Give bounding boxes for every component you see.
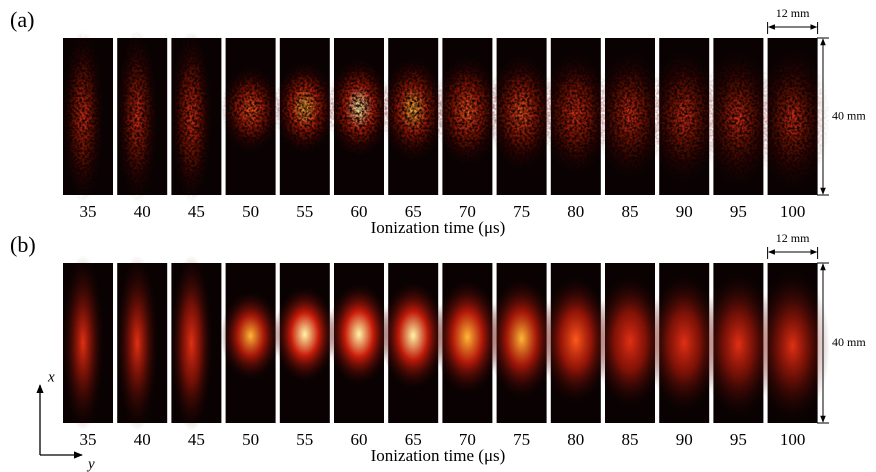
time-label: 60 [351, 430, 368, 449]
time-label: 85 [622, 202, 639, 221]
frame-signal [381, 56, 446, 162]
frame-signal [541, 277, 611, 403]
frame-signal [755, 45, 831, 194]
time-label: 80 [567, 202, 584, 221]
time-label: 45 [188, 430, 205, 449]
frame-signal [487, 53, 556, 171]
panel-label: (b) [10, 232, 36, 257]
panel-label: (a) [10, 7, 34, 32]
frame-signal [594, 50, 666, 180]
frame-signal [327, 58, 391, 158]
time-label: 65 [405, 430, 422, 449]
time-label: 55 [296, 202, 313, 221]
x-axis-label: Ionization time (μs) [371, 218, 506, 237]
frame-signal [274, 61, 336, 155]
time-label: 60 [351, 202, 368, 221]
time-label: 100 [780, 430, 806, 449]
frame-signal [220, 65, 281, 153]
time-label: 85 [622, 430, 639, 449]
frame-signal [701, 47, 776, 189]
scale-height-label: 40 mm [832, 335, 866, 349]
frame-signal [381, 281, 446, 390]
frame-signal [755, 270, 831, 422]
frame-signal [170, 30, 213, 203]
frame-signal [541, 51, 611, 176]
time-label: 40 [134, 202, 151, 221]
time-label: 80 [567, 430, 584, 449]
axis-label: x [47, 369, 55, 385]
axis-label: y [86, 456, 95, 472]
frame-signal [434, 280, 501, 394]
time-label: 50 [242, 202, 259, 221]
time-label: 55 [296, 430, 313, 449]
scale-width-label: 12 mm [776, 6, 810, 20]
frame-signal [62, 30, 104, 203]
frame-signal [116, 30, 159, 203]
time-label: 70 [459, 202, 476, 221]
time-label: 35 [80, 202, 97, 221]
frame-signal [62, 255, 104, 431]
frame-signal [220, 291, 281, 381]
time-label: 40 [134, 430, 151, 449]
time-label: 70 [459, 430, 476, 449]
time-label: 35 [80, 430, 97, 449]
time-label: 65 [405, 202, 422, 221]
time-label: 95 [730, 202, 747, 221]
time-label: 75 [513, 202, 530, 221]
x-axis-label: Ionization time (μs) [371, 446, 506, 465]
frame-signal [701, 272, 776, 417]
frame-signal [434, 54, 501, 167]
time-label: 45 [188, 202, 205, 221]
scale-height-label: 40 mm [832, 108, 866, 122]
time-label: 90 [676, 202, 693, 221]
time-label: 90 [676, 430, 693, 449]
scale-width-label: 12 mm [776, 231, 810, 245]
frame-signal [170, 255, 213, 431]
panels: (a) 35 40 45 50 55 60 65 70 75 80 85 90 95 100 Ionizati… [10, 6, 866, 465]
frame-signal [274, 286, 336, 382]
frame-signal [116, 255, 159, 431]
frame-signal [594, 275, 666, 408]
time-label: 95 [730, 430, 747, 449]
time-label: 50 [242, 430, 259, 449]
frame-signal [648, 48, 721, 185]
time-label: 100 [780, 202, 806, 221]
frame-signal [327, 283, 391, 385]
frame-signal [648, 273, 721, 412]
frame-signal [487, 278, 556, 399]
time-label: 75 [513, 430, 530, 449]
